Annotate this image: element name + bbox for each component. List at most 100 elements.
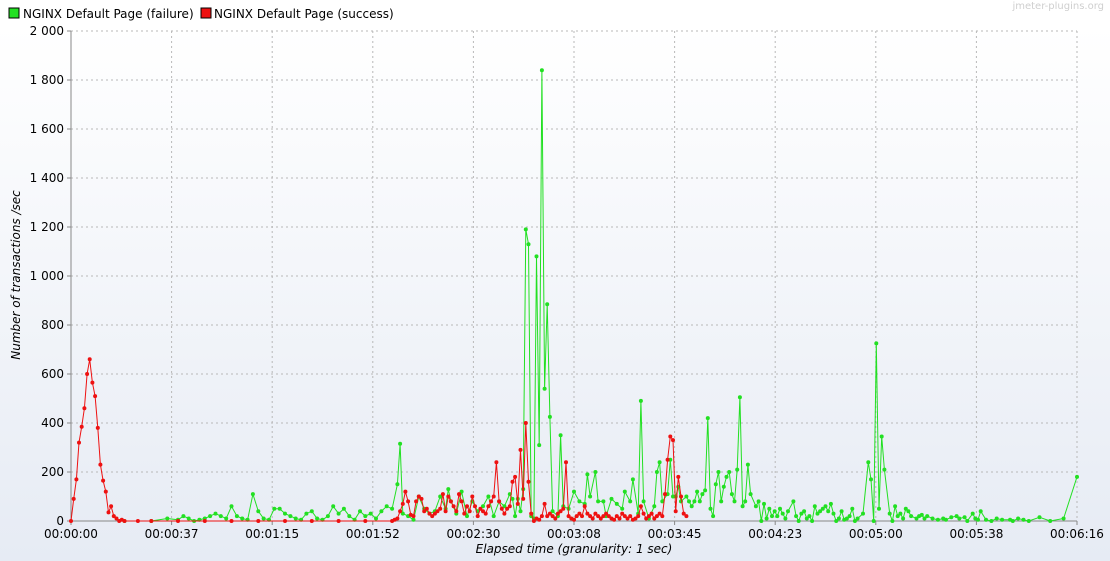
data-point	[256, 519, 261, 523]
data-point	[491, 514, 496, 519]
data-point	[462, 511, 467, 516]
data-point	[743, 499, 748, 504]
data-point	[550, 509, 555, 514]
data-point	[700, 492, 705, 497]
data-point	[513, 514, 518, 519]
data-point	[770, 514, 774, 519]
legend-label-failure: NGINX Default Page (failure)	[23, 7, 194, 21]
data-point	[331, 504, 336, 509]
data-point	[577, 511, 582, 516]
data-point	[79, 424, 84, 429]
data-point	[925, 514, 930, 519]
data-point	[515, 501, 520, 506]
data-point	[363, 514, 368, 519]
data-point	[448, 499, 453, 504]
data-point	[427, 511, 432, 516]
x-tick-label: 00:00:37	[145, 527, 199, 541]
data-point	[748, 492, 753, 497]
data-point	[572, 517, 576, 522]
data-point	[518, 447, 523, 452]
data-point	[103, 489, 108, 494]
data-point	[965, 519, 970, 523]
data-point	[374, 516, 378, 521]
data-point	[315, 516, 320, 521]
data-point	[962, 515, 967, 520]
data-point	[494, 460, 499, 465]
data-point	[403, 489, 408, 494]
data-point	[681, 511, 686, 516]
data-point	[628, 514, 633, 519]
data-point	[852, 519, 857, 523]
data-point	[644, 516, 649, 521]
data-point	[796, 519, 801, 523]
data-point	[440, 492, 445, 497]
data-point	[446, 494, 451, 499]
data-point	[756, 499, 761, 504]
data-point	[272, 506, 277, 511]
data-point	[978, 509, 983, 514]
data-point	[622, 514, 627, 519]
data-point	[478, 506, 483, 511]
data-point	[486, 504, 491, 509]
data-point	[470, 494, 475, 499]
data-point	[475, 514, 480, 519]
data-point	[1061, 516, 1066, 521]
data-point	[802, 509, 807, 514]
data-point	[510, 496, 515, 501]
y-tick-label: 1 400	[30, 171, 64, 185]
data-point	[74, 477, 79, 482]
data-point	[202, 519, 207, 523]
data-point	[149, 519, 154, 523]
data-point	[358, 509, 362, 514]
data-point	[240, 516, 245, 521]
data-point	[398, 509, 403, 514]
data-point	[882, 467, 887, 472]
x-tick-label: 00:01:52	[346, 527, 400, 541]
data-point	[735, 467, 740, 472]
data-point	[831, 511, 836, 516]
data-point	[617, 516, 622, 521]
data-point	[510, 479, 515, 484]
data-point	[561, 506, 566, 511]
data-point	[497, 499, 502, 504]
data-point	[454, 509, 459, 514]
y-axis-title: Number of transactions /sec	[9, 190, 23, 360]
data-point	[844, 516, 849, 521]
data-point	[499, 506, 504, 511]
data-point	[671, 438, 675, 443]
data-point	[935, 517, 940, 522]
data-point	[574, 514, 579, 519]
data-point	[874, 341, 879, 346]
data-point	[250, 492, 255, 497]
data-point	[261, 516, 266, 521]
data-point	[572, 489, 576, 494]
data-point	[398, 441, 403, 446]
data-point	[668, 434, 673, 439]
data-point	[620, 506, 625, 511]
data-point	[612, 517, 617, 522]
data-point	[1000, 517, 1005, 522]
data-point	[465, 504, 469, 509]
x-tick-label: 00:00:00	[44, 527, 98, 541]
data-point	[218, 514, 223, 519]
data-point	[654, 470, 659, 474]
data-point	[721, 484, 726, 489]
data-point	[529, 511, 534, 516]
data-point	[708, 506, 713, 511]
data-point	[711, 514, 716, 519]
data-point	[406, 499, 411, 504]
y-tick-label: 1 600	[30, 122, 64, 136]
chart-background	[0, 27, 1110, 561]
data-point	[422, 509, 427, 514]
data-point	[692, 499, 697, 504]
data-point	[949, 515, 954, 520]
data-point	[719, 499, 724, 504]
data-point	[229, 519, 234, 523]
data-point	[866, 460, 871, 465]
data-point	[767, 506, 772, 511]
data-point	[411, 517, 416, 522]
data-point	[165, 516, 170, 521]
data-point	[459, 489, 464, 494]
data-point	[368, 511, 373, 516]
